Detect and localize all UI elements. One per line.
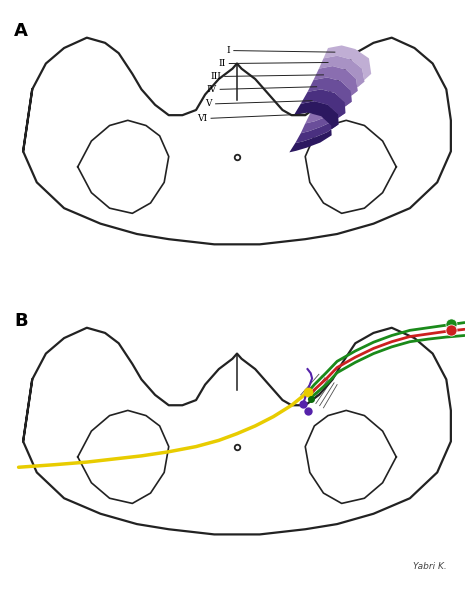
Text: VI: VI [197, 114, 208, 123]
Text: II: II [219, 59, 226, 68]
Polygon shape [289, 101, 338, 152]
Polygon shape [310, 56, 365, 114]
Polygon shape [301, 78, 352, 133]
Text: IV: IV [206, 85, 217, 94]
Text: A: A [14, 22, 28, 40]
Polygon shape [305, 66, 357, 124]
Polygon shape [295, 89, 345, 143]
Text: I: I [227, 46, 230, 55]
Text: B: B [14, 312, 27, 330]
Text: III: III [210, 72, 221, 81]
Text: V: V [205, 99, 212, 108]
Polygon shape [314, 46, 371, 106]
Text: Yabri K.: Yabri K. [412, 562, 447, 571]
